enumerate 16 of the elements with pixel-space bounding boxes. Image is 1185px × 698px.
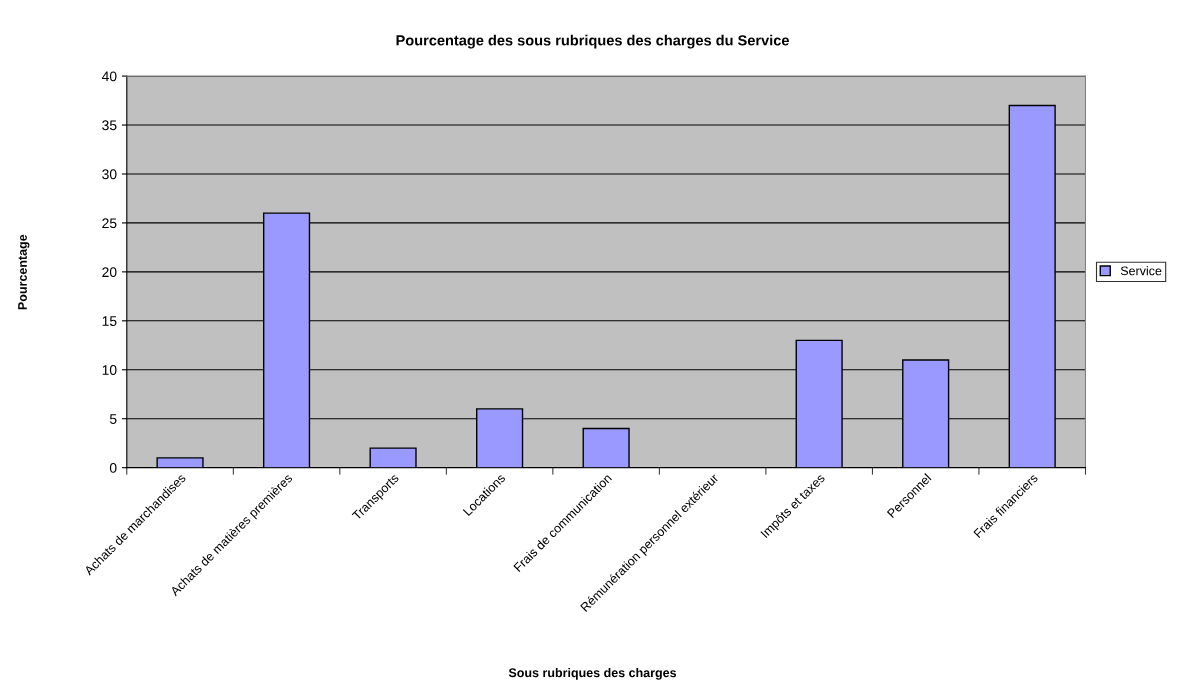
y-tick-label: 10	[102, 365, 117, 375]
y-tick-label: 20	[102, 267, 117, 278]
y-tick-label: 5	[109, 414, 117, 424]
legend-label: Service	[1120, 266, 1162, 276]
bar	[369, 447, 417, 468]
chart-title: Pourcentage des sous rubriques des charges du Service	[396, 34, 789, 49]
y-tick-label: 25	[102, 218, 117, 229]
bar	[156, 457, 204, 468]
y-tick-label: 40	[101, 71, 117, 82]
bar	[582, 427, 630, 468]
y-axis-title: Pourcentage	[18, 234, 30, 310]
y-tick-label: 35	[102, 120, 117, 131]
x-axis-title: Sous rubriques des charges	[508, 668, 677, 680]
y-tick-label: 30	[102, 169, 117, 180]
y-tick-label: 0	[109, 462, 117, 473]
y-tick-label: 15	[102, 316, 117, 326]
